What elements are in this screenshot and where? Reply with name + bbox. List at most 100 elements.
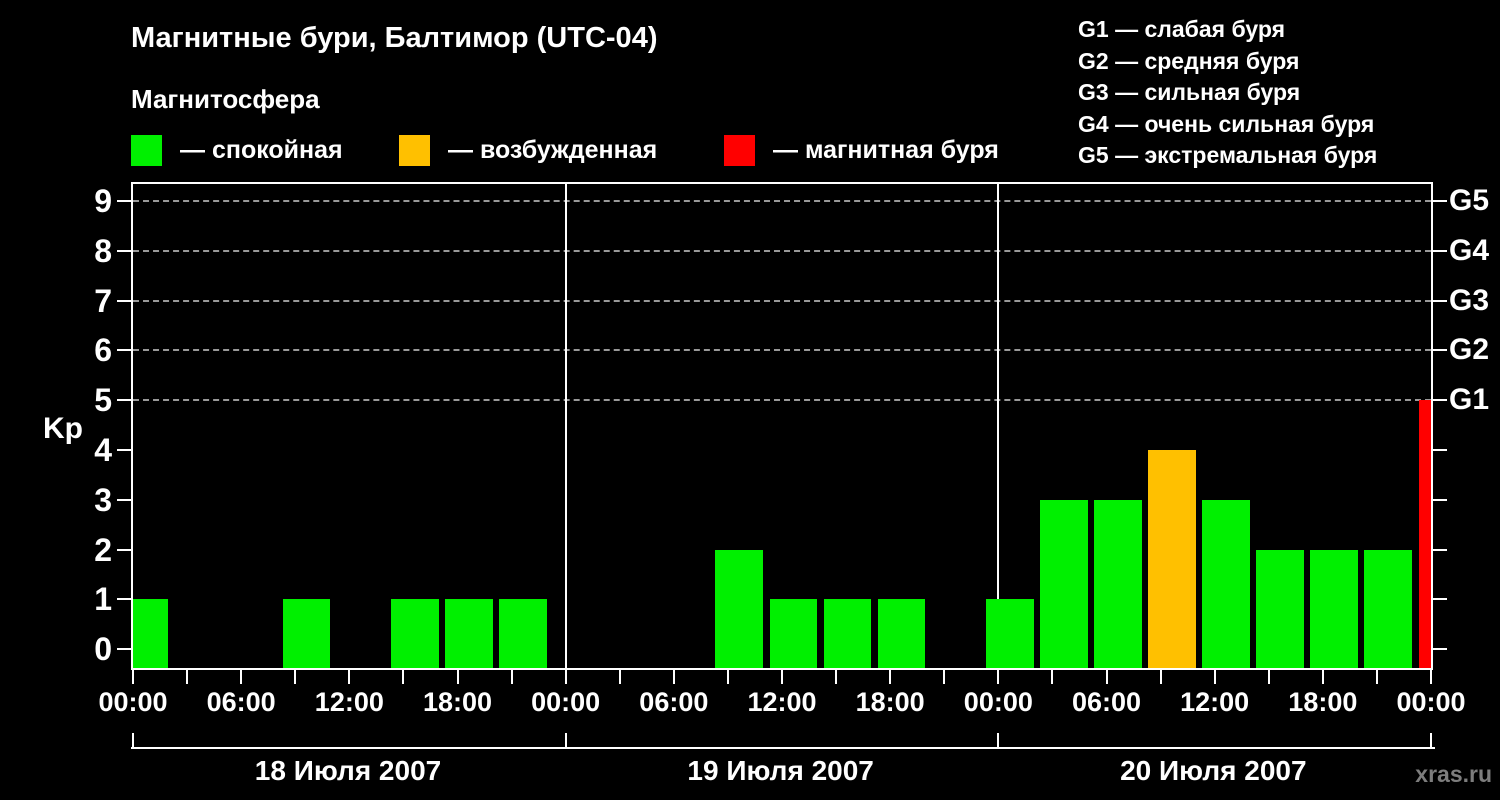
g-scale-legend-row: G4 — очень сильная буря	[1078, 109, 1377, 141]
y-axis-tick-right	[1433, 399, 1447, 402]
date-axis-tick	[997, 733, 1000, 748]
g-scale-legend-row: G1 — слабая буря	[1078, 14, 1377, 46]
g-code: G2	[1078, 47, 1109, 74]
g-scale-label: G5	[1449, 184, 1490, 217]
gridline-kp-7	[133, 299, 1431, 302]
y-axis-tick-right	[1433, 648, 1447, 651]
gridline-kp-8	[133, 249, 1431, 252]
x-axis-tick	[240, 670, 243, 684]
x-tick-label: 18:00	[422, 687, 493, 717]
y-axis-tick	[117, 200, 131, 202]
x-tick-label: 00:00	[531, 687, 601, 717]
legend-label: — магнитная буря	[773, 136, 999, 164]
y-tick-label: 8	[94, 232, 112, 269]
y-axis-tick-right	[1433, 200, 1447, 202]
y-tick-label: 1	[94, 581, 112, 618]
y-axis-tick-right	[1433, 349, 1447, 352]
legend-item-quiet: — спокойная	[131, 135, 343, 166]
x-axis-tick	[186, 670, 189, 684]
g-label: — экстремальная буря	[1115, 142, 1378, 168]
page-title: Магнитные бури, Балтимор (UTC-04)	[131, 22, 658, 54]
y-tick-label: 0	[94, 631, 112, 668]
x-axis-tick	[997, 670, 1000, 684]
g-label: — слабая буря	[1115, 16, 1286, 42]
kp-bar	[1202, 499, 1250, 668]
x-tick-label: 18:00	[855, 687, 925, 717]
g-label: — средняя буря	[1115, 47, 1300, 74]
gridline-kp-9	[133, 200, 1431, 202]
x-axis-tick	[348, 670, 351, 684]
kp-bar	[823, 599, 872, 668]
g-code: G4	[1078, 110, 1109, 137]
y-axis-tick-right	[1433, 548, 1447, 551]
legend-label: — спокойная	[180, 136, 343, 164]
storm-color-swatch-icon	[724, 135, 755, 166]
g-code: G5	[1078, 142, 1109, 168]
kp-bar	[985, 599, 1034, 668]
y-axis-tick	[117, 249, 131, 252]
kp-bar	[390, 599, 439, 668]
x-axis-tick	[781, 670, 783, 684]
g-scale-legend: G1 — слабая буря G2 — средняя буря G3 — …	[1078, 14, 1377, 172]
y-axis-tick-right	[1433, 598, 1447, 601]
x-axis-tick	[1430, 670, 1432, 684]
chart-subtitle: Магнитосфера	[131, 84, 320, 114]
date-label: 20 Июля 2007	[1120, 755, 1307, 786]
y-axis-tick-right	[1433, 498, 1447, 501]
y-axis-tick	[117, 648, 131, 651]
date-axis-tick	[564, 733, 567, 748]
x-tick-label: 12:00	[747, 687, 817, 717]
x-axis-tick	[1213, 670, 1216, 684]
y-axis-tick-right	[1433, 449, 1447, 452]
kp-bar	[877, 599, 926, 668]
x-axis-tick	[1159, 670, 1162, 684]
y-tick-label: 9	[94, 183, 112, 219]
y-axis-tick	[117, 399, 131, 402]
plot-area	[131, 182, 1433, 670]
kp-bar	[1148, 450, 1196, 668]
x-axis-tick	[835, 670, 838, 684]
legend-item-storm: — магнитная буря	[724, 135, 999, 166]
kp-bar	[1256, 549, 1304, 668]
y-axis-tick-right	[1433, 249, 1447, 252]
kp-bar	[715, 549, 764, 668]
x-axis-tick	[672, 670, 675, 684]
day-separator	[564, 184, 567, 668]
x-tick-label: 06:00	[1071, 687, 1142, 717]
kp-bar	[1418, 400, 1431, 668]
x-axis-tick	[1105, 670, 1108, 684]
y-axis-tick	[117, 349, 131, 352]
x-tick-label: 00:00	[963, 687, 1033, 717]
kp-bar	[133, 599, 169, 668]
day-separator	[997, 184, 1000, 668]
date-label: 18 Июля 2007	[254, 755, 442, 786]
x-axis-tick	[618, 670, 621, 684]
x-tick-label: 06:00	[639, 687, 709, 717]
g-code: G3	[1078, 79, 1109, 105]
x-axis-tick	[456, 670, 459, 684]
x-axis-tick	[1375, 670, 1378, 684]
y-tick-label: 4	[94, 432, 112, 469]
date-axis-tick	[1430, 733, 1432, 748]
g-code: G1	[1078, 16, 1109, 42]
y-axis-tick	[117, 598, 131, 601]
date-label: 19 Июля 2007	[687, 755, 874, 786]
x-axis-tick	[402, 670, 405, 684]
y-axis-title: Kp	[43, 412, 83, 445]
g-scale-label: G1	[1449, 383, 1490, 417]
date-axis-line	[131, 747, 1435, 749]
y-axis-tick	[117, 548, 131, 551]
date-axis-tick	[132, 733, 134, 748]
x-tick-label: 18:00	[1288, 687, 1358, 717]
disturbed-color-swatch-icon	[399, 135, 430, 166]
y-axis-tick	[117, 299, 131, 302]
gridline-kp-5	[133, 399, 1431, 402]
x-tick-label: 06:00	[206, 687, 276, 717]
kp-bar	[499, 599, 547, 668]
x-axis-tick	[943, 670, 946, 684]
x-axis-tick	[1267, 670, 1270, 684]
x-axis-tick	[1051, 670, 1054, 684]
kp-bar	[445, 599, 493, 668]
kp-bar	[1094, 499, 1142, 668]
